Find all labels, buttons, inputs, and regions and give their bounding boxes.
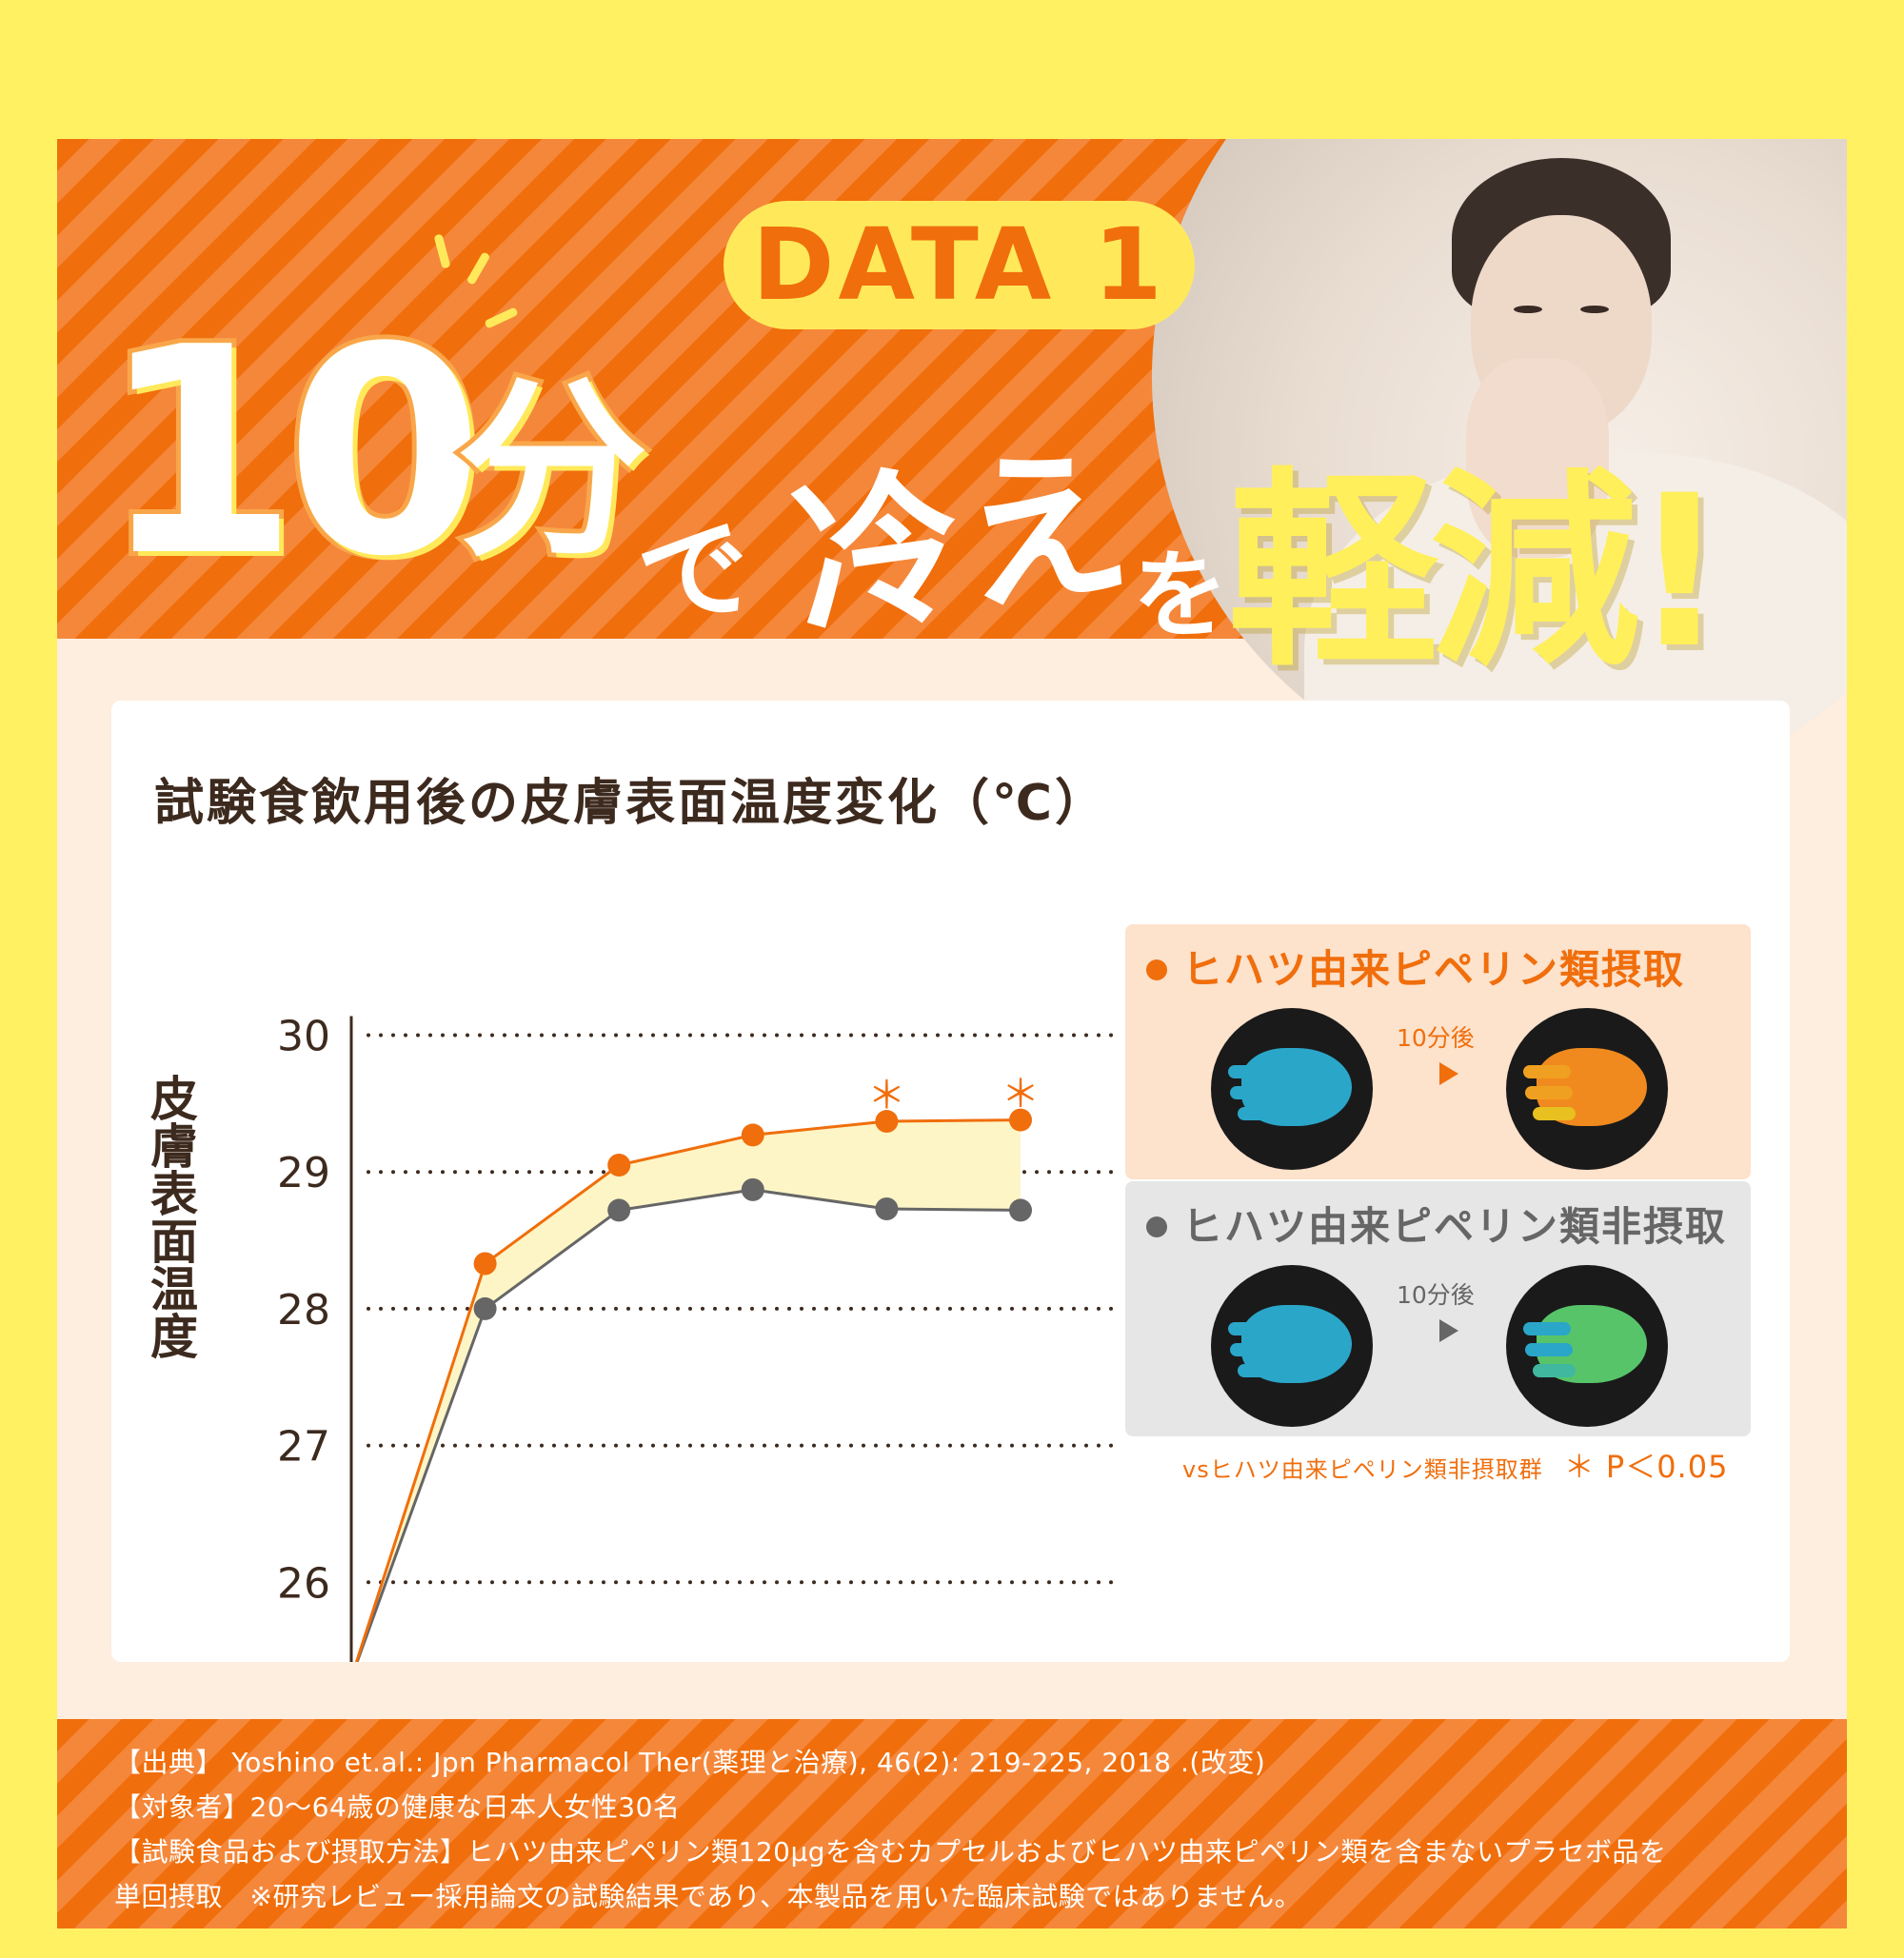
- data-point: [473, 1252, 497, 1276]
- legend-box-non-intake: ヒハツ由来ピペリン類非摂取 10分後: [1125, 1181, 1751, 1436]
- eye-shape: [1580, 306, 1609, 313]
- source-footer: 【出典】 Yoshino et.al.: Jpn Pharmacol Ther(…: [57, 1719, 1847, 1928]
- headline-unit: 分: [452, 358, 652, 586]
- significance-text: vsヒハツ由来ピペリン類非摂取群: [1182, 1456, 1543, 1483]
- hand-finger: [1525, 1086, 1573, 1099]
- after-label: 10分後: [1397, 1281, 1475, 1309]
- hand-finger: [1238, 1107, 1280, 1120]
- legend-label-intake: ヒハツ由来ピペリン類摂取: [1182, 946, 1686, 993]
- legend-title-non-intake: ヒハツ由来ピペリン類非摂取: [1146, 1195, 1727, 1253]
- thermal-hand-after-icon: [1506, 1265, 1668, 1427]
- hands-shape: [1466, 358, 1609, 558]
- after-label: 10分後: [1397, 1024, 1475, 1052]
- legend-box-intake: ヒハツ由来ピペリン類摂取 10分後: [1125, 924, 1751, 1179]
- y-axis-label: 皮膚表面温度: [143, 1074, 198, 1359]
- hand-finger: [1533, 1107, 1576, 1120]
- p-value: ＊ P＜0.05: [1563, 1449, 1729, 1485]
- significance-marker: ＊: [1002, 1073, 1040, 1117]
- eye-shape: [1514, 306, 1542, 313]
- arrow-right-icon: [1439, 1062, 1458, 1085]
- data-point: [1009, 1198, 1032, 1222]
- thermal-hand-after-icon: [1506, 1008, 1668, 1170]
- headline-wo: を: [1133, 540, 1228, 651]
- data-point: [875, 1110, 899, 1134]
- chart-title: 試験食飲用後の皮膚表面温度変化（℃）: [154, 775, 1107, 832]
- line-chart: 2526272829300246810（分）＊＊: [277, 1013, 1121, 1662]
- hand-finger: [1523, 1322, 1571, 1335]
- significance-note: vsヒハツ由来ピペリン類非摂取群 ＊ P＜0.05: [1182, 1443, 1728, 1487]
- shaded-difference-area: [356, 1119, 1021, 1662]
- woman-photo: [1152, 139, 1847, 796]
- hand-finger: [1228, 1065, 1276, 1078]
- hand-finger: [1525, 1343, 1573, 1356]
- footer-line: 単回摂取 ※研究レビュー採用論文の試験結果であり、本製品を用いた臨床試験ではあり…: [114, 1881, 1302, 1912]
- footer-text: 【出典】 Yoshino et.al.: Jpn Pharmacol Ther(…: [114, 1740, 1667, 1919]
- footer-line: 【対象者】20～64歳の健康な日本人女性30名: [114, 1791, 681, 1823]
- y-tick-label: 26: [277, 1559, 330, 1608]
- footer-line: 【試験食品および摂取方法】ヒハツ由来ピペリン類120μgを含むカプセルおよびヒハ…: [114, 1836, 1667, 1868]
- legend-title-intake: ヒハツ由来ピペリン類摂取: [1146, 938, 1685, 996]
- hand-finger: [1523, 1065, 1571, 1078]
- hand-finger: [1533, 1364, 1576, 1377]
- y-tick-label: 28: [277, 1286, 330, 1335]
- arrow-right-icon: [1439, 1319, 1458, 1342]
- hand-finger: [1228, 1322, 1276, 1335]
- data-point: [741, 1123, 764, 1147]
- data-badge: DATA 1: [724, 201, 1195, 329]
- hand-finger: [1230, 1086, 1278, 1099]
- series-line: [355, 1188, 1021, 1662]
- content-card: DATA 1 10 分 で 冷え を 軽減! 試験食飲用後の皮膚表面温度変化（℃…: [57, 139, 1847, 1928]
- data-point: [741, 1177, 764, 1201]
- data-point: [1009, 1108, 1032, 1132]
- thermal-hand-before-icon: [1211, 1265, 1373, 1427]
- series-line: [354, 1118, 1021, 1662]
- gray-dot-icon: [1146, 1216, 1167, 1237]
- footer-line: 【出典】 Yoshino et.al.: Jpn Pharmacol Ther(…: [114, 1747, 1266, 1778]
- data-point: [607, 1198, 631, 1222]
- y-tick-label: 30: [277, 1013, 330, 1061]
- headline-keigen: 軽減!: [1228, 450, 1727, 694]
- data-point: [875, 1197, 899, 1220]
- data-point: [607, 1154, 631, 1177]
- y-tick-label: 27: [277, 1423, 330, 1472]
- thermal-hand-before-icon: [1211, 1008, 1373, 1170]
- legend-label-non-intake: ヒハツ由来ピペリン類非摂取: [1182, 1203, 1728, 1250]
- orange-dot-icon: [1146, 959, 1167, 980]
- significance-marker: ＊: [867, 1074, 905, 1117]
- hand-finger: [1230, 1343, 1278, 1356]
- hand-finger: [1238, 1364, 1280, 1377]
- headline-number: 10: [95, 287, 489, 619]
- chart-panel: 試験食飲用後の皮膚表面温度変化（℃） 皮膚表面温度 25262728293002…: [111, 701, 1790, 1662]
- y-tick-label: 29: [277, 1149, 330, 1197]
- data-point: [473, 1296, 497, 1320]
